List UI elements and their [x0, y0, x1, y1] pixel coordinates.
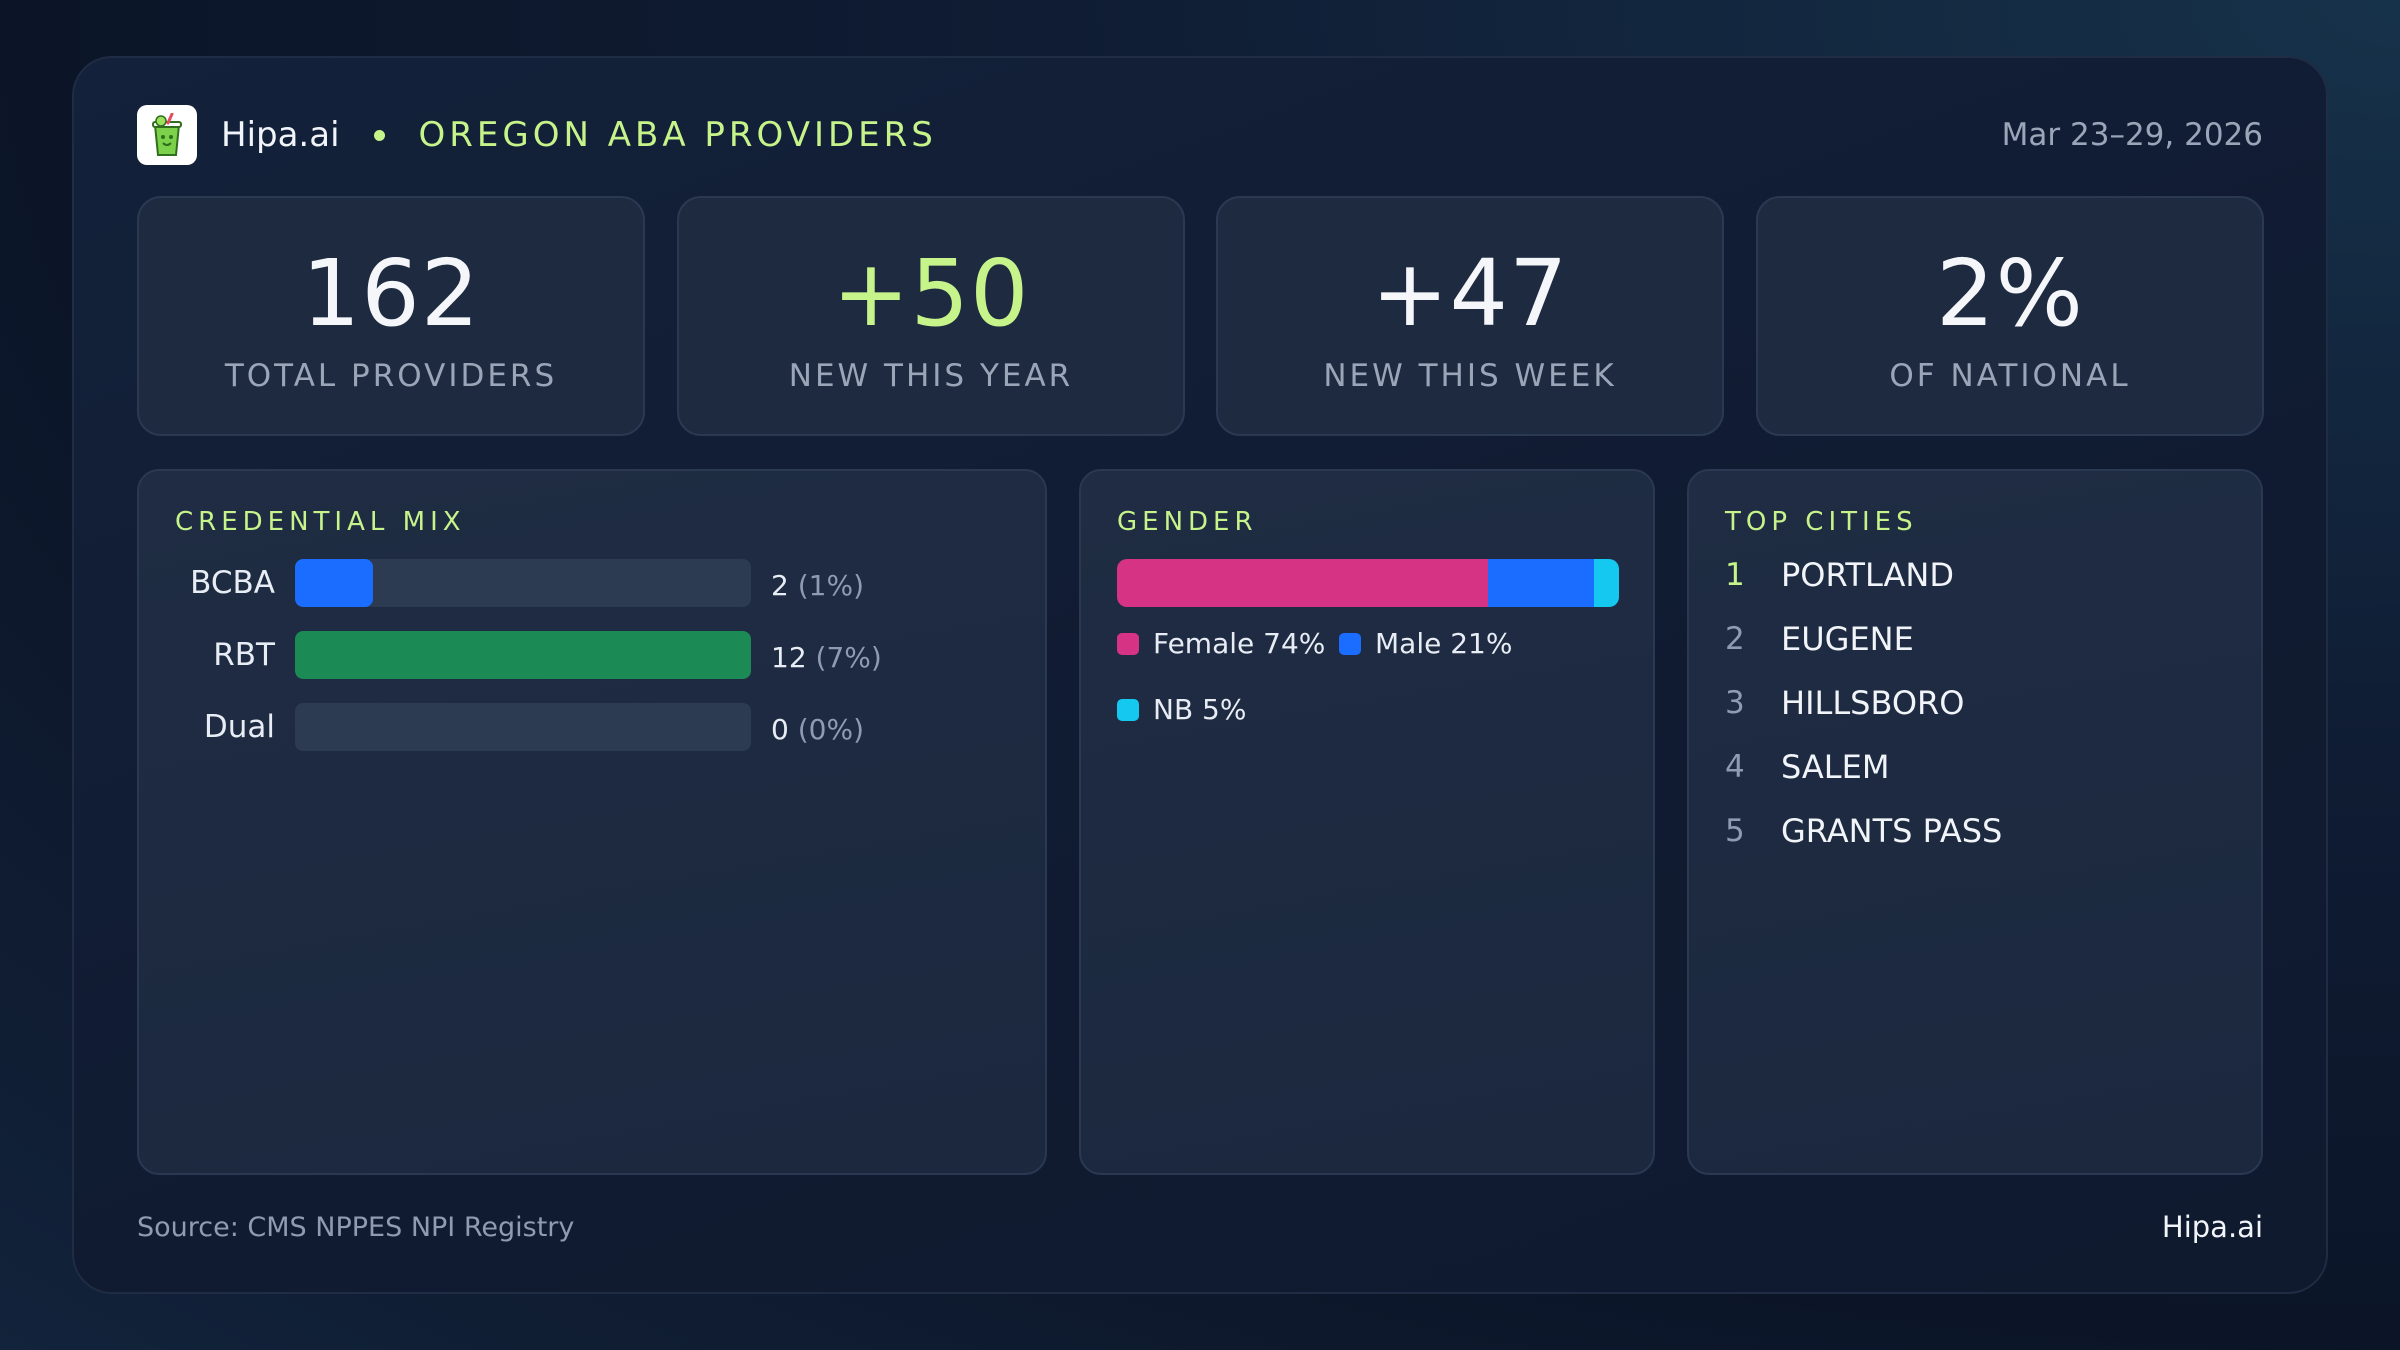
- kpi-value: +47: [1371, 240, 1569, 347]
- smoothie-cup-icon: [137, 105, 197, 165]
- credential-pct: (0%): [797, 713, 865, 746]
- credential-bar-track: [295, 559, 751, 607]
- credential-row-bcba: BCBA 2 (1%): [139, 559, 1045, 609]
- kpi-value: +50: [832, 240, 1030, 347]
- list-item: 5 GRANTS PASS: [1725, 809, 2002, 853]
- footer-brand: Hipa.ai: [2161, 1210, 2263, 1244]
- top-cities-panel: TOP CITIES 1 PORTLAND 2 EUGENE 3 HILLSBO…: [1687, 469, 2263, 1175]
- credential-count: 2: [771, 569, 789, 602]
- kpi-label: NEW THIS WEEK: [1323, 358, 1617, 394]
- list-item: 4 SALEM: [1725, 745, 1889, 789]
- kpi-label: TOTAL PROVIDERS: [224, 358, 558, 394]
- date-range: Mar 23–29, 2026: [2001, 117, 2263, 153]
- brand-name: Hipa.ai: [221, 115, 340, 155]
- legend-label: NB 5%: [1153, 693, 1247, 726]
- panel-title: GENDER: [1117, 507, 1258, 537]
- credential-name: Dual: [203, 709, 275, 745]
- credential-value: 0 (0%): [771, 713, 864, 746]
- kpi-value: 2%: [1936, 240, 2084, 347]
- city-name: HILLSBORO: [1781, 684, 1965, 722]
- city-rank: 2: [1725, 621, 1745, 657]
- legend-male: Male 21%: [1339, 627, 1512, 660]
- city-rank: 4: [1725, 749, 1745, 785]
- gender-panel: GENDER Female 74% Male 21% NB 5%: [1079, 469, 1655, 1175]
- header: Hipa.ai OREGON ABA PROVIDERS Mar 23–29, …: [137, 105, 2263, 165]
- kpi-label: OF NATIONAL: [1889, 358, 2131, 394]
- city-name: PORTLAND: [1781, 556, 1954, 594]
- city-name: GRANTS PASS: [1781, 812, 2003, 850]
- gender-segment-nb: [1593, 559, 1619, 607]
- source-note: Source: CMS NPPES NPI Registry: [137, 1212, 575, 1243]
- legend-label: Male 21%: [1375, 627, 1513, 660]
- kpi-of-national: 2% OF NATIONAL: [1756, 196, 2264, 436]
- credential-value: 12 (7%): [771, 641, 882, 674]
- kpi-value: 162: [301, 240, 481, 347]
- gender-segment-female: [1117, 559, 1489, 607]
- legend-label: Female 74%: [1153, 627, 1326, 660]
- list-item: 1 PORTLAND: [1725, 553, 1954, 597]
- credential-pct: (7%): [815, 641, 882, 674]
- credential-mix-panel: CREDENTIAL MIX BCBA 2 (1%) RBT 12 (7%) D…: [137, 469, 1047, 1175]
- separator-dot: [373, 129, 385, 141]
- credential-row-rbt: RBT 12 (7%): [139, 631, 1045, 681]
- credential-bar-track: [295, 703, 751, 751]
- legend-nb: NB 5%: [1117, 693, 1246, 726]
- gender-stacked-bar: [1117, 559, 1619, 607]
- panel-title: CREDENTIAL MIX: [175, 507, 466, 537]
- credential-bar-track: [295, 631, 751, 679]
- legend-female: Female 74%: [1117, 627, 1325, 660]
- credential-count: 12: [771, 641, 807, 674]
- city-rank: 5: [1725, 813, 1745, 849]
- credential-value: 2 (1%): [771, 569, 864, 602]
- gender-segment-male: [1488, 559, 1594, 607]
- credential-count: 0: [771, 713, 789, 746]
- panel-title: TOP CITIES: [1725, 507, 1918, 537]
- legend-swatch: [1339, 632, 1361, 655]
- legend-swatch: [1117, 632, 1139, 655]
- credential-name: RBT: [213, 637, 275, 673]
- city-rank: 1: [1725, 557, 1745, 593]
- list-item: 2 EUGENE: [1725, 617, 1914, 661]
- credential-name: BCBA: [190, 565, 275, 601]
- kpi-new-this-year: +50 NEW THIS YEAR: [677, 196, 1185, 436]
- credential-pct: (1%): [797, 569, 865, 602]
- city-name: SALEM: [1781, 748, 1890, 786]
- credential-row-dual: Dual 0 (0%): [139, 703, 1045, 753]
- legend-swatch: [1117, 698, 1139, 721]
- kpi-new-this-week: +47 NEW THIS WEEK: [1216, 196, 1724, 436]
- page-title: OREGON ABA PROVIDERS: [418, 115, 937, 155]
- list-item: 3 HILLSBORO: [1725, 681, 1964, 725]
- city-name: EUGENE: [1781, 620, 1914, 658]
- credential-bar-fill: [295, 631, 751, 679]
- kpi-label: NEW THIS YEAR: [788, 358, 1074, 394]
- credential-bar-fill: [295, 559, 373, 607]
- city-rank: 3: [1725, 685, 1745, 721]
- kpi-total-providers: 162 TOTAL PROVIDERS: [137, 196, 645, 436]
